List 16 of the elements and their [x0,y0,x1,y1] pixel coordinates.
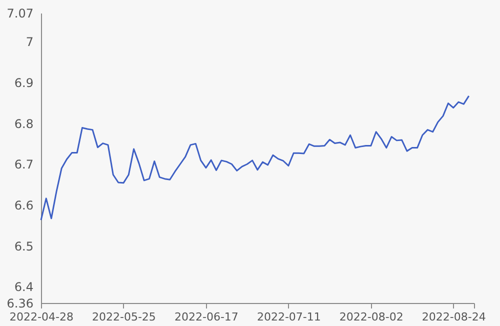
y-tick-label: 7 [26,35,34,50]
y-tick-label: 6.36 [6,296,34,310]
x-tick-label: 2022-05-25 [92,310,156,324]
x-tick-label: 2022-07-11 [256,310,321,324]
line-series [40,95,470,221]
x-tick-label: 2022-04-28 [10,310,74,324]
x-tick-label: 2022-06-17 [174,310,238,324]
y-tick-label: 6.6 [14,198,34,212]
y-tick-label: 6.5 [14,239,34,254]
y-tick-label: 6.7 [14,158,34,172]
x-tick-label: 2022-08-24 [422,310,486,324]
y-tick-label: 6.9 [14,76,34,90]
y-tick-label: 6.8 [14,116,34,131]
x-tick-label: 2022-08-02 [339,310,404,324]
y-tick-label: 7.07 [6,6,34,20]
y-tick-label: 6.4 [14,280,34,294]
